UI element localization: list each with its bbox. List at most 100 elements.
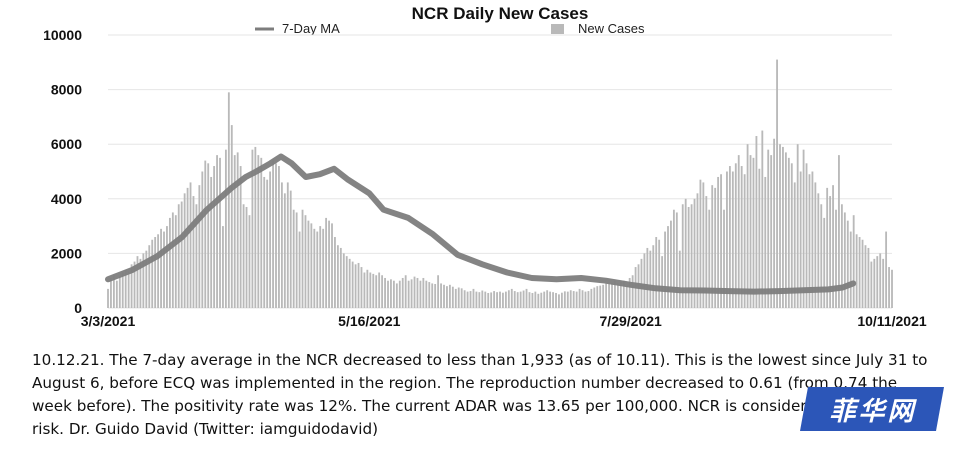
- new-cases-bar: [469, 291, 472, 308]
- new-cases-bar: [599, 285, 602, 308]
- y-tick-label: 8000: [51, 82, 82, 98]
- new-cases-bar: [528, 292, 531, 308]
- new-cases-bar: [440, 283, 442, 308]
- new-cases-bar: [145, 250, 148, 308]
- new-cases-bar: [793, 182, 796, 308]
- new-cases-bar: [575, 291, 578, 308]
- new-cases-bar: [720, 174, 722, 308]
- new-cases-bar: [339, 247, 342, 308]
- new-cases-bar: [357, 262, 360, 308]
- x-tick-label: 3/3/2021: [81, 313, 136, 329]
- new-cases-bar: [616, 283, 619, 308]
- new-cases-bar: [133, 261, 136, 308]
- new-cases-bar: [758, 168, 761, 308]
- new-cases-bar: [611, 282, 613, 308]
- x-tick-label: 5/16/2021: [338, 313, 400, 329]
- new-cases-bar: [726, 171, 728, 308]
- new-cases-bar: [885, 231, 888, 308]
- new-cases-bar: [811, 171, 814, 308]
- new-cases-bar: [348, 258, 351, 308]
- new-cases-bar: [454, 288, 457, 308]
- watermark-text: 菲华网: [829, 396, 917, 427]
- new-cases-bar: [451, 286, 454, 308]
- new-cases-bar: [310, 223, 313, 308]
- new-cases-bar: [490, 292, 493, 308]
- new-cases-bar: [416, 277, 419, 308]
- new-cases-bar: [257, 155, 260, 308]
- new-cases-bar: [460, 288, 463, 308]
- new-cases-bar: [805, 163, 808, 308]
- new-cases-bar: [522, 290, 525, 308]
- new-cases-bar: [351, 261, 354, 308]
- new-cases-bar: [195, 204, 198, 308]
- new-cases-bar: [254, 146, 257, 308]
- new-cases-bar: [372, 273, 375, 309]
- new-cases-bar: [463, 290, 466, 308]
- new-cases-bar: [174, 215, 177, 308]
- new-cases-bar: [198, 185, 201, 308]
- new-cases-bar: [189, 182, 192, 308]
- new-cases-bar: [891, 269, 893, 308]
- legend-cases-label: New Cases: [578, 21, 645, 36]
- new-cases-bar: [139, 258, 142, 308]
- new-cases-bar: [345, 256, 348, 308]
- new-cases-bar: [723, 209, 725, 308]
- new-cases-bar: [625, 286, 628, 308]
- new-cases-bar: [127, 271, 130, 308]
- new-cases-bar: [112, 275, 115, 308]
- new-cases-bar: [584, 291, 587, 308]
- new-cases-bar: [799, 171, 802, 308]
- new-cases-bar: [534, 291, 537, 308]
- new-cases-bar: [446, 286, 448, 308]
- new-cases-bar: [693, 198, 696, 308]
- new-cases-bar: [646, 247, 649, 308]
- new-cases-bar: [331, 223, 333, 308]
- new-cases-bar: [608, 283, 610, 308]
- new-cases-bar: [192, 196, 195, 308]
- new-cases-bar: [702, 182, 705, 308]
- new-cases-bar: [295, 212, 298, 308]
- new-cases-bar: [820, 204, 823, 308]
- new-cases-bar: [593, 287, 596, 308]
- new-cases-bar: [431, 283, 434, 308]
- new-cases-bar: [531, 292, 534, 308]
- new-cases-bar: [823, 217, 826, 308]
- new-cases-bar: [649, 250, 652, 308]
- new-cases-bar: [499, 291, 501, 308]
- new-cases-bar: [121, 272, 124, 308]
- y-tick-label: 10000: [43, 27, 82, 43]
- new-cases-bar: [843, 212, 846, 308]
- new-cases-bar: [643, 253, 646, 308]
- new-cases-bar: [207, 163, 210, 308]
- new-cases-bar: [283, 193, 286, 308]
- new-cases-bar: [269, 171, 272, 308]
- new-cases-bar: [363, 272, 366, 308]
- new-cases-bar: [664, 231, 666, 308]
- new-cases-bar: [186, 187, 189, 308]
- new-cases-bar: [166, 226, 168, 308]
- y-tick-label: 2000: [51, 245, 82, 261]
- new-cases-bar: [493, 291, 496, 308]
- new-cases-bar: [434, 283, 437, 308]
- new-cases-bar: [672, 209, 675, 308]
- new-cases-bar: [731, 171, 734, 308]
- new-cases-bar: [631, 275, 634, 308]
- new-cases-bar: [410, 279, 413, 308]
- y-tick-label: 4000: [51, 191, 82, 207]
- watermark-badge: [800, 387, 944, 431]
- new-cases-bar: [546, 290, 549, 308]
- new-cases-bar: [782, 146, 784, 308]
- legend: 7-Day MA New Cases: [255, 21, 645, 36]
- new-cases-bar: [154, 237, 157, 308]
- new-cases-bar: [678, 250, 681, 308]
- new-cases-bar: [835, 209, 837, 308]
- new-cases-bar: [425, 280, 428, 308]
- new-cases-bar: [658, 239, 661, 308]
- new-cases-bar: [755, 136, 758, 308]
- new-cases-bar: [319, 226, 322, 308]
- new-cases-bar: [667, 226, 669, 308]
- new-cases-bar: [555, 292, 557, 308]
- new-cases-bar: [684, 198, 687, 308]
- new-cases-bar: [328, 220, 330, 308]
- new-cases-bar: [737, 155, 740, 308]
